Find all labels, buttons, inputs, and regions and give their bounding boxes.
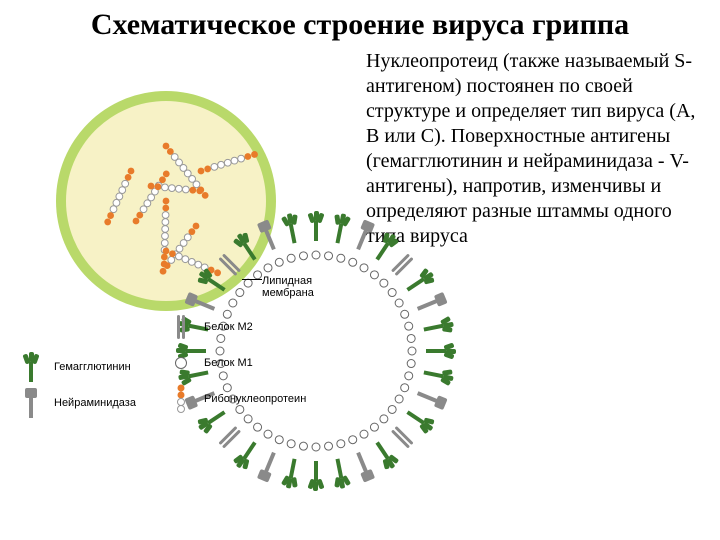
- rnp-icon: [166, 383, 196, 415]
- virus-diagram: [16, 51, 316, 351]
- page-title: Схематическое строение вируса гриппа: [0, 0, 720, 47]
- m1-protein-dot: [264, 429, 273, 438]
- m1-protein-dot: [235, 288, 244, 297]
- m2-spike: [218, 425, 242, 449]
- legend-row-ha: Гемагглютинин: [16, 351, 136, 383]
- ha-spike: [282, 457, 302, 489]
- m1-protein-dot: [253, 422, 262, 431]
- m1-protein-dot: [395, 298, 404, 307]
- m1-icon: [166, 347, 196, 379]
- legend-row-rnp: Рибонуклеопротеин: [166, 383, 306, 415]
- m1-protein-dot: [360, 263, 369, 272]
- legend-label-rnp: Рибонуклеопротеин: [204, 393, 306, 405]
- ha-spike: [309, 211, 323, 241]
- diagram-column: Липидная мембрана Белок М2: [10, 47, 360, 351]
- hemagglutinin-icon: [16, 351, 46, 383]
- ha-spike: [331, 457, 351, 489]
- m1-protein-dot: [275, 435, 284, 444]
- m1-protein-dot: [299, 441, 308, 450]
- m1-protein-dot: [388, 404, 397, 413]
- legend-label-m1: Белок М1: [204, 357, 253, 369]
- m1-protein-dot: [324, 251, 333, 260]
- m1-protein-dot: [404, 371, 413, 380]
- m1-protein-dot: [379, 414, 388, 423]
- m1-protein-dot: [287, 439, 296, 448]
- rnp-segments: [104, 142, 258, 276]
- ha-spike: [309, 461, 323, 491]
- m1-protein-dot: [275, 257, 284, 266]
- m1-protein-dot: [287, 253, 296, 262]
- description-text: Нуклеопротеид (также называемый S-антиге…: [360, 47, 710, 351]
- m1-protein-dot: [312, 442, 321, 451]
- m1-protein-dot: [348, 257, 357, 266]
- m1-protein-dot: [370, 270, 379, 279]
- m1-protein-dot: [264, 263, 273, 272]
- m1-protein-dot: [407, 359, 416, 368]
- ha-spike: [423, 365, 455, 385]
- ha-spike: [404, 406, 437, 434]
- rnp-layer: [16, 51, 316, 351]
- m2-icon: [166, 311, 196, 343]
- legend-row-m2: Белок М2: [166, 311, 306, 343]
- ha-spike: [331, 212, 351, 244]
- na-spike: [353, 450, 376, 482]
- m1-protein-dot: [388, 288, 397, 297]
- legend-label-ha: Гемагглютинин: [54, 361, 131, 373]
- legend-row-na: Нейраминидаза: [16, 387, 136, 419]
- m1-protein-dot: [400, 309, 409, 318]
- m1-protein-dot: [299, 251, 308, 260]
- neuraminidase-icon: [16, 387, 46, 419]
- ha-spike: [371, 438, 399, 471]
- na-spike: [257, 450, 280, 482]
- m1-protein-dot: [324, 441, 333, 450]
- m1-protein-dot: [336, 439, 345, 448]
- legend-label-na: Нейраминидаза: [54, 397, 136, 409]
- m1-protein-dot: [407, 333, 416, 342]
- m1-protein-dot: [395, 394, 404, 403]
- ha-spike: [426, 344, 456, 358]
- m1-protein-dot: [312, 250, 321, 259]
- legend-row-m1: Белок М1: [166, 347, 306, 379]
- leader-line: [242, 279, 262, 280]
- m1-protein-dot: [253, 270, 262, 279]
- m1-protein-dot: [370, 422, 379, 431]
- m1-protein-dot: [400, 383, 409, 392]
- m1-protein-dot: [336, 253, 345, 262]
- m2-spike: [390, 425, 414, 449]
- m1-protein-dot: [408, 346, 417, 355]
- m1-protein-dot: [379, 278, 388, 287]
- m1-protein-dot: [404, 321, 413, 330]
- m1-protein-dot: [348, 435, 357, 444]
- ha-spike: [232, 438, 260, 471]
- m1-protein-dot: [360, 429, 369, 438]
- content-row: Липидная мембрана Белок М2: [0, 47, 720, 351]
- legend-label-m2: Белок М2: [204, 321, 253, 333]
- na-spike: [415, 387, 447, 410]
- label-lipid-membrane: Липидная мембрана: [262, 275, 360, 299]
